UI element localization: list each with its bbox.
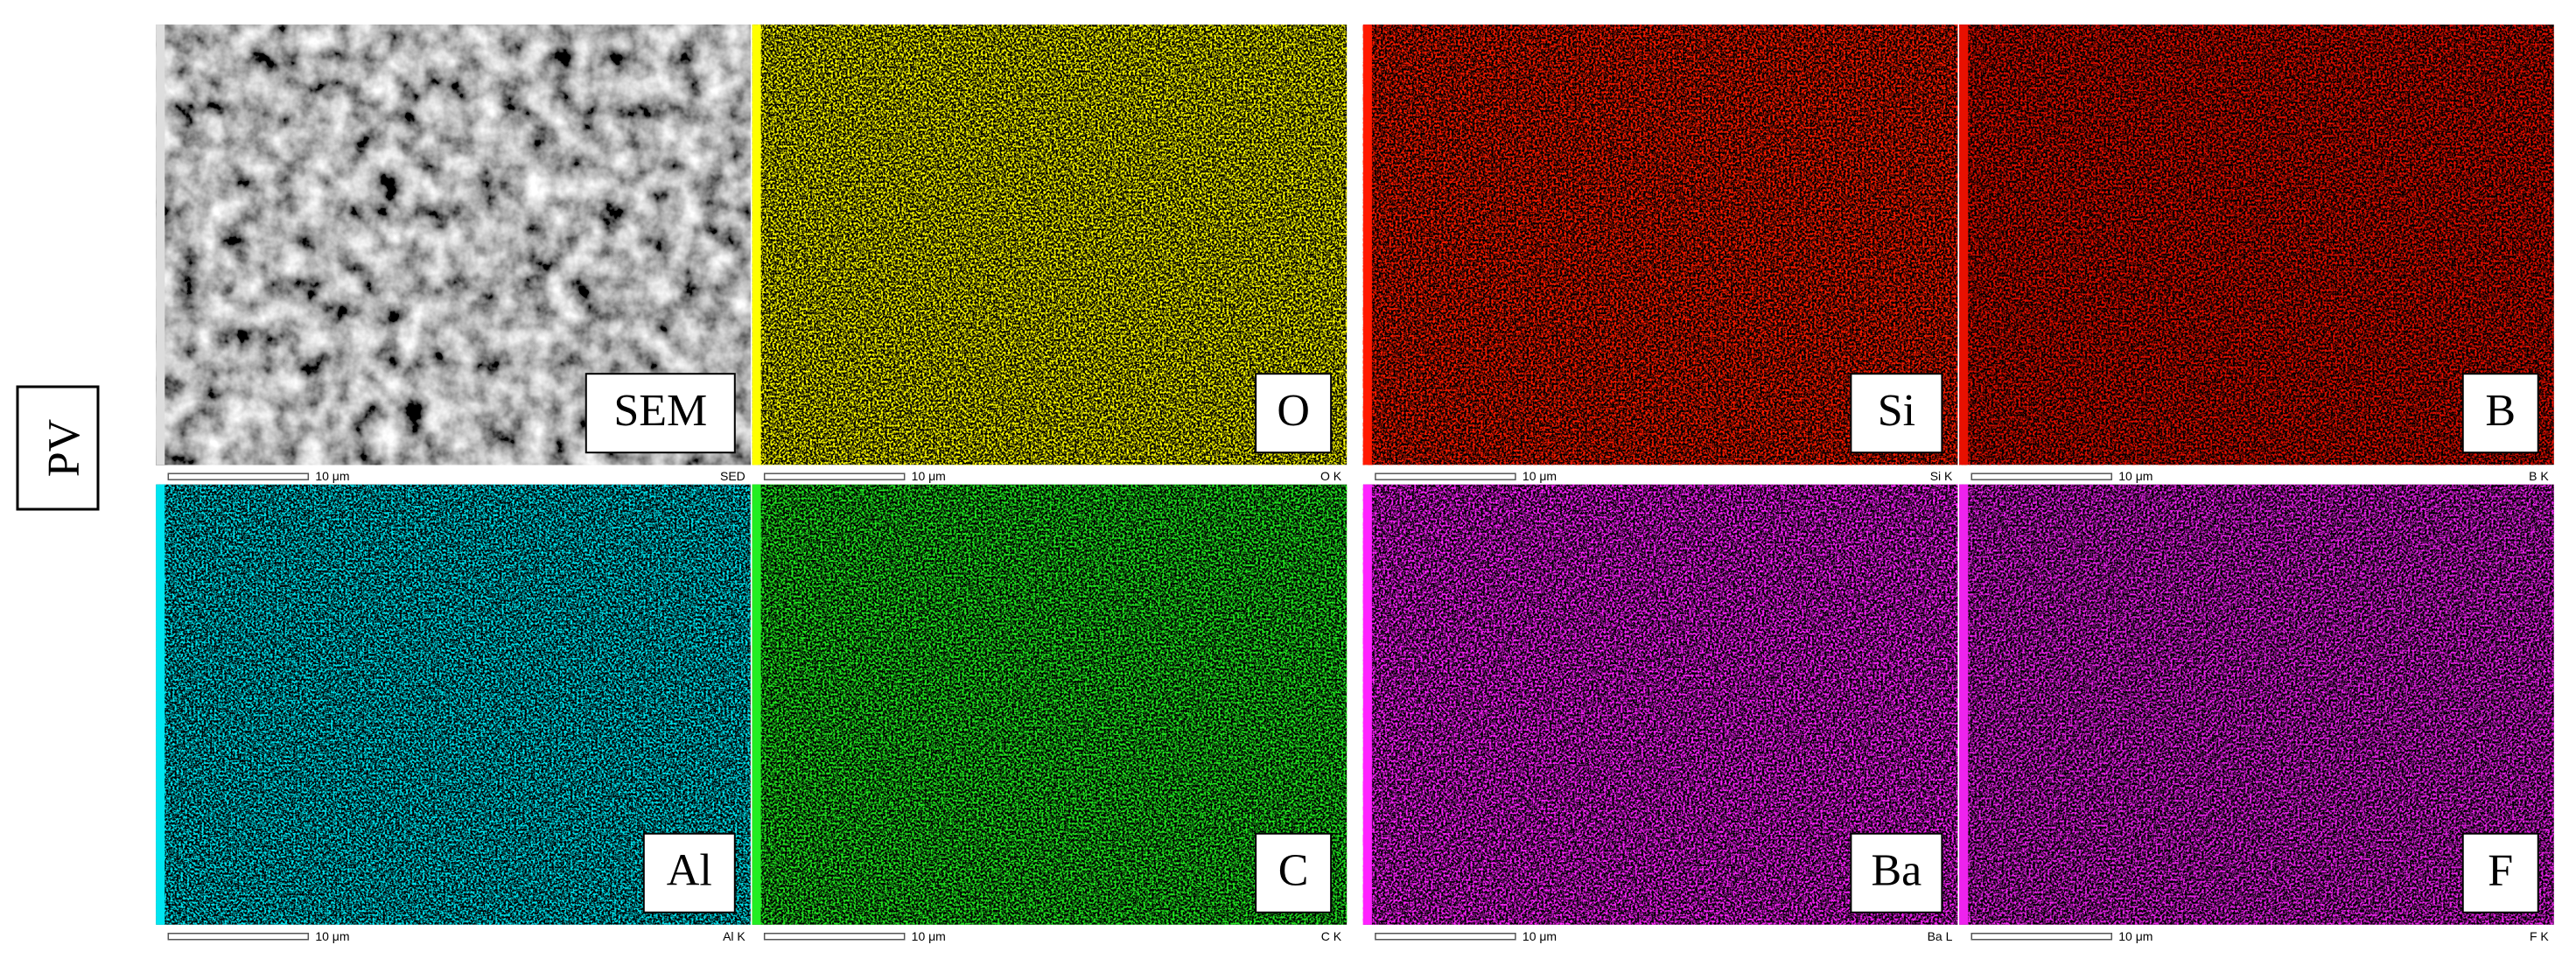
detector-label: C K xyxy=(1321,929,1342,943)
scale-bar xyxy=(1970,933,2113,941)
detector-label: F K xyxy=(2530,929,2549,943)
colorbar xyxy=(156,484,165,925)
detector-label: O K xyxy=(1320,469,1342,483)
detector-label: Si K xyxy=(1930,469,1953,483)
element-map xyxy=(1959,24,2554,466)
colorbar xyxy=(1959,484,1969,925)
label-box xyxy=(1255,373,1333,454)
detector-label: B K xyxy=(2529,469,2549,483)
scale-text: 10 μm xyxy=(912,469,946,483)
panel-label: F xyxy=(2488,846,2513,896)
detector-label: SED xyxy=(720,469,746,483)
label-box xyxy=(1850,373,1943,454)
label-box xyxy=(642,832,736,914)
scale-bar xyxy=(167,933,310,941)
label-box xyxy=(2461,373,2539,454)
scale-bar xyxy=(1970,472,2113,480)
row-label-box xyxy=(16,385,100,511)
panel-label: Al xyxy=(667,846,712,896)
colorbar xyxy=(752,24,761,466)
scale-bar xyxy=(167,472,310,480)
label-box xyxy=(584,373,736,454)
scale-bar xyxy=(1375,472,1516,480)
scale-text: 10 μm xyxy=(912,929,946,943)
scale-bar xyxy=(763,933,906,941)
element-map xyxy=(752,24,1348,466)
scale-text: 10 μm xyxy=(315,929,349,943)
label-box xyxy=(2461,832,2539,914)
colorbar xyxy=(1959,24,1969,466)
detector-label: Ba L xyxy=(1928,929,1953,943)
panel-label: B xyxy=(2485,386,2516,436)
scale-text: 10 μm xyxy=(1522,469,1557,483)
scale-bar xyxy=(1375,933,1516,941)
scale-text: 10 μm xyxy=(2118,469,2152,483)
colorbar xyxy=(1362,484,1372,925)
element-map xyxy=(752,484,1348,925)
scale-text: 10 μm xyxy=(2118,929,2152,943)
scale-text: 10 μm xyxy=(1522,929,1557,943)
colorbar xyxy=(156,24,165,466)
panel-label: Ba xyxy=(1872,846,1922,896)
panel-label: C xyxy=(1278,846,1309,896)
detector-label: Al K xyxy=(723,929,746,943)
row-label: PV xyxy=(39,419,89,477)
element-map xyxy=(1959,484,2554,925)
scale-bar xyxy=(763,472,906,480)
panel-label: Si xyxy=(1878,386,1915,436)
panel-label: O xyxy=(1277,386,1310,436)
panel-label: SEM xyxy=(613,386,707,436)
label-box xyxy=(1255,832,1333,914)
label-box xyxy=(1850,832,1943,914)
colorbar xyxy=(1362,24,1372,466)
scale-text: 10 μm xyxy=(315,469,349,483)
colorbar xyxy=(752,484,761,925)
